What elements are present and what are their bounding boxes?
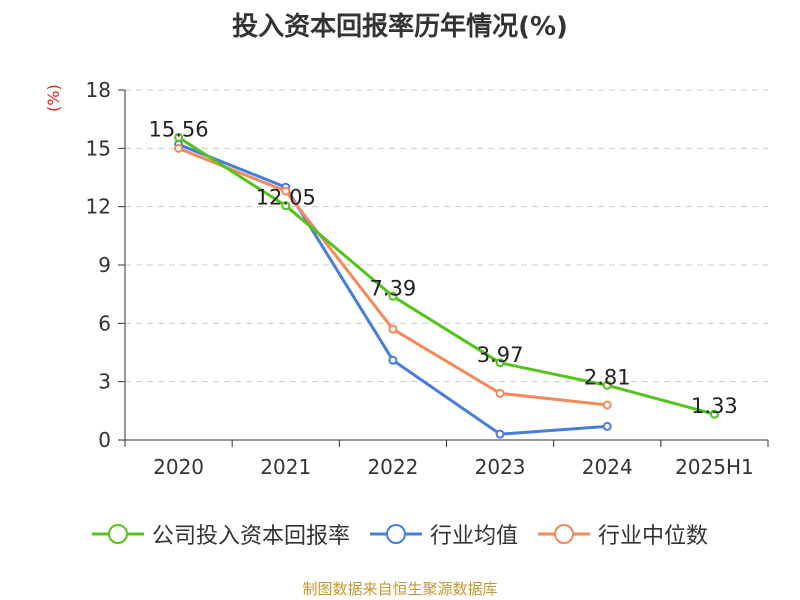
legend-item: 公司投入资本回报率 (91, 518, 350, 550)
data-label: 15.56 (149, 117, 209, 141)
legend-marker (385, 524, 406, 544)
y-tick-label: 12 (86, 195, 111, 219)
x-tick-label: 2021 (260, 455, 311, 479)
legend-line-icon (369, 524, 422, 544)
legend-label: 行业均值 (429, 524, 518, 549)
x-tick-label: 2025H1 (675, 455, 754, 479)
legend: 公司投入资本回报率 行业均值 行业中位数 (0, 518, 800, 550)
data-point (602, 380, 612, 390)
legend-item: 行业均值 (369, 518, 518, 550)
data-label: 7.39 (370, 276, 417, 300)
y-tick-label: 15 (86, 136, 111, 160)
y-tick-label: 9 (98, 253, 111, 277)
line-chart: 0 3 6 9 12 15 18 2020 2021 2022 2023 2024 2025H1 15.5… (86, 78, 769, 479)
legend-marker (107, 524, 128, 544)
data-label: 2.81 (584, 365, 631, 389)
data-point (602, 400, 612, 410)
data-point (495, 358, 505, 368)
data-label: 12.05 (256, 186, 316, 210)
series-line (177, 136, 715, 416)
y-tick-label: 3 (98, 370, 111, 394)
data-point (174, 132, 184, 142)
data-source-note: 制图数据来自恒生聚源数据库 (302, 580, 498, 598)
data-point (495, 388, 505, 398)
data-point (388, 355, 398, 365)
legend-label: 公司投入资本回报率 (151, 524, 350, 549)
chart-title: 投入资本回报率历年情况(%) (232, 12, 568, 42)
data-point (281, 201, 291, 211)
legend-line-icon (91, 524, 144, 544)
legend-label: 行业中位数 (598, 524, 709, 549)
legend-marker (554, 524, 574, 544)
x-tick-label: 2020 (153, 455, 204, 479)
data-point (495, 429, 505, 439)
x-tick-label: 2024 (582, 455, 633, 479)
y-tick-label: 18 (86, 78, 111, 102)
y-tick-label: 6 (98, 311, 111, 335)
data-label: 1.33 (691, 394, 738, 418)
data-point (281, 186, 291, 196)
data-point (388, 291, 398, 301)
x-tick-label: 2022 (367, 455, 418, 479)
data-point (602, 421, 612, 431)
data-point (174, 143, 184, 153)
data-point (388, 324, 398, 334)
legend-item: 行业中位数 (538, 518, 708, 550)
data-point (709, 409, 719, 419)
y-tick-label: 0 (98, 428, 111, 452)
data-label: 3.97 (477, 343, 524, 367)
legend-line-icon (538, 524, 590, 544)
x-tick-label: 2023 (475, 455, 526, 479)
